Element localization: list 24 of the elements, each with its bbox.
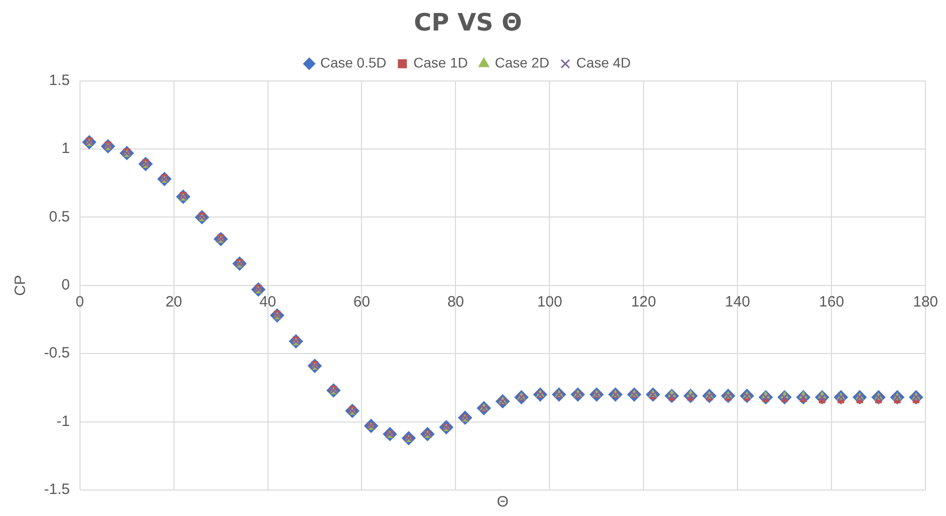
x-tick-label: 140 — [725, 294, 750, 311]
x-tick-label: 80 — [447, 294, 464, 311]
y-axis-title: CP — [12, 274, 30, 296]
x-axis-title: Θ — [496, 494, 509, 511]
x-tick-label: 180 — [912, 294, 938, 311]
x-tick-label: 0 — [76, 294, 84, 311]
y-tick-label: -1 — [56, 412, 70, 430]
legend-label: Case 1D — [413, 54, 468, 71]
x-tick-label: 160 — [819, 294, 844, 311]
legend-label: Case 4D — [576, 54, 631, 71]
y-tick-label: -0.5 — [44, 344, 70, 362]
x-tick-label: 120 — [631, 294, 656, 311]
y-tick-label: 1 — [62, 140, 70, 158]
legend-label: Case 0.5D — [320, 54, 386, 71]
y-tick-label: 0 — [62, 276, 70, 294]
x-tick-label: 60 — [353, 294, 370, 311]
chart-title: CP VS Θ — [414, 8, 522, 37]
x-tick-label: 100 — [537, 294, 562, 311]
y-tick-label: 0.5 — [48, 208, 70, 226]
y-tick-label: -1.5 — [44, 481, 70, 498]
x-tick-label: 20 — [165, 294, 182, 311]
x-tick-label: 40 — [259, 294, 276, 311]
legend-label: Case 2D — [494, 54, 550, 71]
y-tick-label: 1.5 — [48, 72, 70, 89]
